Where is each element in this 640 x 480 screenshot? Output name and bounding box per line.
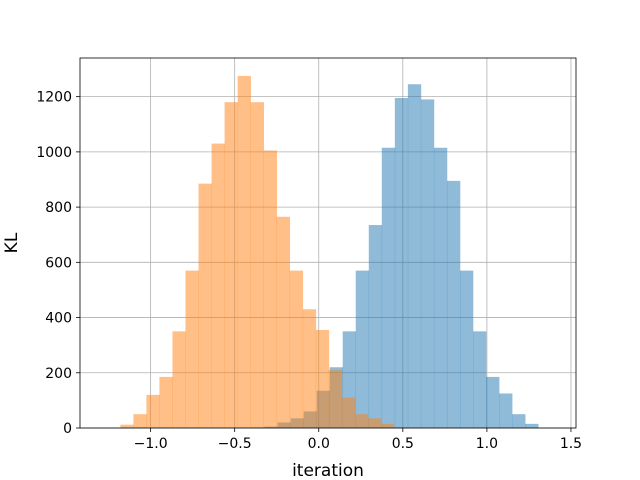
y-tick-label: 1200 bbox=[36, 90, 72, 106]
histogram-bar-series-2 bbox=[263, 150, 278, 428]
histogram-bar-series-2 bbox=[276, 216, 291, 428]
histogram-bar-series-2 bbox=[224, 102, 238, 428]
histogram-bar-series-2 bbox=[172, 331, 186, 428]
histogram-bar-series-1 bbox=[394, 98, 409, 428]
histogram-bar-series-2 bbox=[315, 329, 330, 428]
x-tick-label: 0.5 bbox=[392, 436, 414, 452]
x-tick-label: −1.0 bbox=[134, 436, 168, 452]
histogram-bar-series-2 bbox=[198, 183, 212, 428]
histogram-bar-series-1 bbox=[473, 331, 487, 428]
histogram-bar-series-1 bbox=[499, 393, 513, 428]
histogram-bar-series-2 bbox=[289, 270, 304, 428]
x-tick-label: 0.0 bbox=[308, 436, 330, 452]
histogram-bar-series-2 bbox=[159, 376, 173, 428]
y-tick-label: 800 bbox=[45, 200, 72, 216]
histogram-bar-series-1 bbox=[368, 225, 383, 428]
histogram-bar-series-1 bbox=[486, 376, 500, 428]
histogram-bar-series-2 bbox=[341, 397, 356, 428]
histogram-bar-series-1 bbox=[433, 147, 448, 428]
histogram-bar-series-1 bbox=[512, 414, 526, 428]
histogram-bar-series-1 bbox=[407, 84, 422, 428]
histogram-bar-series-2 bbox=[328, 370, 343, 428]
histogram-bar-series-2 bbox=[380, 423, 395, 428]
bars-layer bbox=[120, 75, 539, 429]
histogram-bar-series-2 bbox=[354, 414, 369, 428]
histogram-bar-series-2 bbox=[120, 424, 134, 428]
histogram-bar-series-1 bbox=[525, 423, 539, 428]
x-tick-label: 1.0 bbox=[476, 436, 498, 452]
histogram-bar-series-2 bbox=[302, 309, 317, 428]
histogram-bar-series-1 bbox=[355, 270, 370, 428]
histogram-bar-series-2 bbox=[185, 270, 199, 428]
y-tick-label: 600 bbox=[45, 255, 72, 271]
histogram-bar-series-1 bbox=[446, 180, 461, 428]
y-tick-label: 1000 bbox=[36, 145, 72, 161]
plot-frame bbox=[79, 57, 577, 429]
y-axis-label: KL bbox=[2, 232, 22, 253]
histogram-bar-series-2 bbox=[367, 418, 382, 428]
histogram-bar-series-2 bbox=[237, 75, 251, 429]
histogram-bar-series-2 bbox=[393, 427, 408, 428]
histogram-bar-series-2 bbox=[133, 414, 147, 428]
x-tick-label: 1.5 bbox=[560, 436, 582, 452]
x-axis-label: iteration bbox=[292, 461, 364, 480]
histogram-bar-series-1 bbox=[381, 147, 396, 428]
ticks-layer: −1.0 −0.5 0.0 0.5 1.0 1.5 0 200 400 600 800 1000 120… bbox=[36, 90, 582, 452]
histogram-bar-series-2 bbox=[146, 394, 160, 428]
histogram-bar-series-1 bbox=[459, 270, 474, 428]
histogram-bar-series-2 bbox=[211, 143, 225, 428]
y-tick-label: 200 bbox=[45, 366, 72, 382]
histogram-bar-series-1 bbox=[420, 99, 435, 428]
y-tick-label: 0 bbox=[63, 421, 72, 437]
histogram-bar-series-2 bbox=[250, 102, 264, 428]
x-tick-label: −0.5 bbox=[218, 436, 252, 452]
y-tick-label: 400 bbox=[45, 311, 72, 327]
